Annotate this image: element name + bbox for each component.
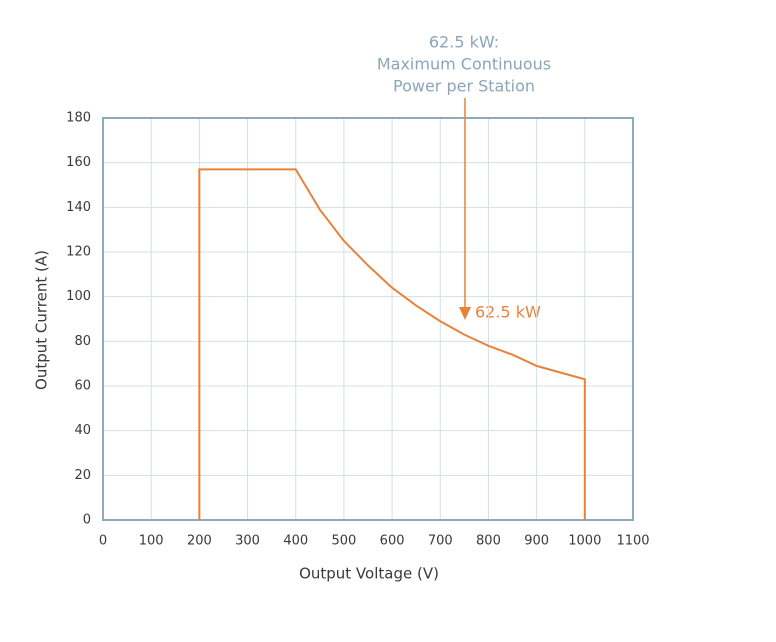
x-tick-label: 0	[99, 534, 107, 549]
line	[198, 168, 586, 520]
y-tick-label: 40	[74, 423, 91, 438]
y-tick-label: 140	[66, 200, 91, 215]
arrow-head	[459, 307, 471, 320]
x-tick-label: 500	[331, 534, 356, 549]
x-tick-label: 100	[139, 534, 164, 549]
plot-frame	[102, 117, 634, 521]
annotation: Power per Station	[393, 77, 535, 96]
y-tick-label: 160	[66, 155, 91, 170]
y-tick-label: 0	[83, 513, 91, 528]
x-tick-label: 400	[283, 534, 308, 549]
y-axis-label: Output Current (A)	[33, 250, 51, 390]
y-tick-label: 20	[74, 468, 91, 483]
y-tick-label: 120	[66, 245, 91, 260]
x-axis-label: Output Voltage (V)	[299, 565, 439, 583]
x-tick-label: 1000	[568, 534, 601, 549]
annotation: 62.5 kW	[475, 303, 541, 322]
x-tick-label: 700	[428, 534, 453, 549]
x-tick-label: 800	[476, 534, 501, 549]
y-tick-label: 180	[66, 111, 91, 126]
y-tick-label: 60	[74, 379, 91, 394]
y-tick-label: 80	[74, 334, 91, 349]
x-tick-label: 600	[380, 534, 405, 549]
x-tick-label: 300	[235, 534, 260, 549]
y-tick-label: 100	[66, 289, 91, 304]
x-tick-label: 900	[524, 534, 549, 549]
x-tick-label: 200	[187, 534, 212, 549]
x-tick-label: 1100	[616, 534, 649, 549]
annotation: 62.5 kW:	[429, 33, 499, 52]
annotation: Maximum Continuous	[377, 55, 551, 74]
